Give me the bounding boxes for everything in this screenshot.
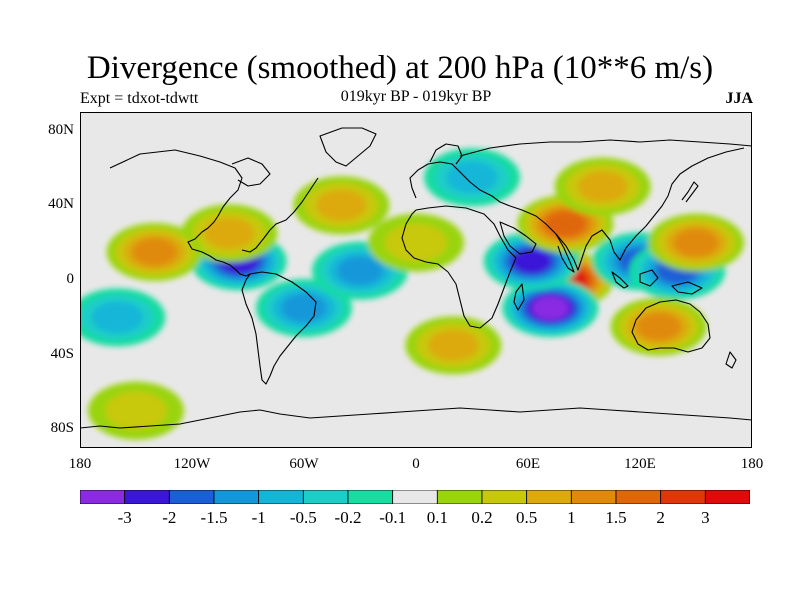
colorbar-label: 1.5 [591, 508, 641, 528]
x-tick-label: 180 [58, 456, 102, 473]
y-tick-label: 40S [51, 346, 74, 363]
y-tick-label: 80N [48, 122, 74, 139]
divergence-contour-19-1 [385, 224, 447, 262]
colorbar-swatch [259, 490, 304, 504]
colorbar-label: 0.1 [412, 508, 462, 528]
page-title: Divergence (smoothed) at 200 hPa (10**6 … [0, 48, 800, 88]
colorbar-label: -0.1 [368, 508, 418, 528]
y-tick-label: 0 [67, 271, 75, 288]
x-tick-label: 120W [170, 456, 214, 473]
divergence-contour-10-3 [132, 238, 177, 266]
period-label: 019kyr BP - 019kyr BP [0, 88, 800, 106]
colorbar-label: -0.2 [323, 508, 373, 528]
x-tick-label: 120E [618, 456, 662, 473]
x-tick-label: 180 [730, 456, 774, 473]
divergence-contour-18-2 [316, 190, 367, 221]
colorbar-swatch [303, 490, 348, 504]
divergence-contour-12-3 [636, 313, 681, 341]
colorbar-label: 3 [680, 508, 730, 528]
colorbar-label: -0.5 [278, 508, 328, 528]
divergence-contour-9-2 [204, 218, 255, 249]
x-tick-label: 60W [282, 456, 326, 473]
colorbar-swatch [571, 490, 616, 504]
divergence-contour-3-4 [545, 211, 587, 237]
colorbar [80, 490, 750, 504]
season-label: JJA [725, 90, 753, 108]
colorbar-swatch [169, 490, 214, 504]
colorbar-swatch [437, 490, 482, 504]
divergence-contour-1-6 [532, 296, 570, 320]
colorbar-label: 0.5 [502, 508, 552, 528]
colorbar-label: -2 [144, 508, 194, 528]
colorbar-swatch [214, 490, 259, 504]
divergence-contour-17-1 [105, 392, 167, 430]
divergence-contour-8-3 [282, 294, 327, 322]
divergence-contour-11-2 [92, 302, 143, 333]
y-tick-label: 40N [48, 196, 74, 213]
y-tick-label: 80S [51, 420, 74, 437]
x-tick-label: 60E [506, 456, 550, 473]
colorbar-swatch [705, 490, 750, 504]
divergence-contour-6-3 [674, 229, 719, 257]
colorbar-swatch [80, 490, 125, 504]
colorbar-label: 1 [546, 508, 596, 528]
colorbar-label: 2 [636, 508, 686, 528]
colorbar-swatch [527, 490, 572, 504]
colorbar-label: -1.5 [189, 508, 239, 528]
colorbar-label: 0.2 [457, 508, 507, 528]
colorbar-label: -1 [234, 508, 284, 528]
divergence-contour-14-3 [338, 257, 383, 285]
colorbar-swatch [616, 490, 661, 504]
colorbar-swatch [661, 490, 706, 504]
divergence-contour-16-2 [577, 171, 628, 202]
colorbar-swatch [125, 490, 170, 504]
colorbar-swatch [482, 490, 527, 504]
colorbar-swatch [393, 490, 438, 504]
divergence-map [80, 112, 752, 448]
colorbar-label: -3 [100, 508, 150, 528]
divergence-contour-13-2 [428, 330, 479, 361]
x-tick-label: 0 [394, 456, 438, 473]
colorbar-swatch [348, 490, 393, 504]
